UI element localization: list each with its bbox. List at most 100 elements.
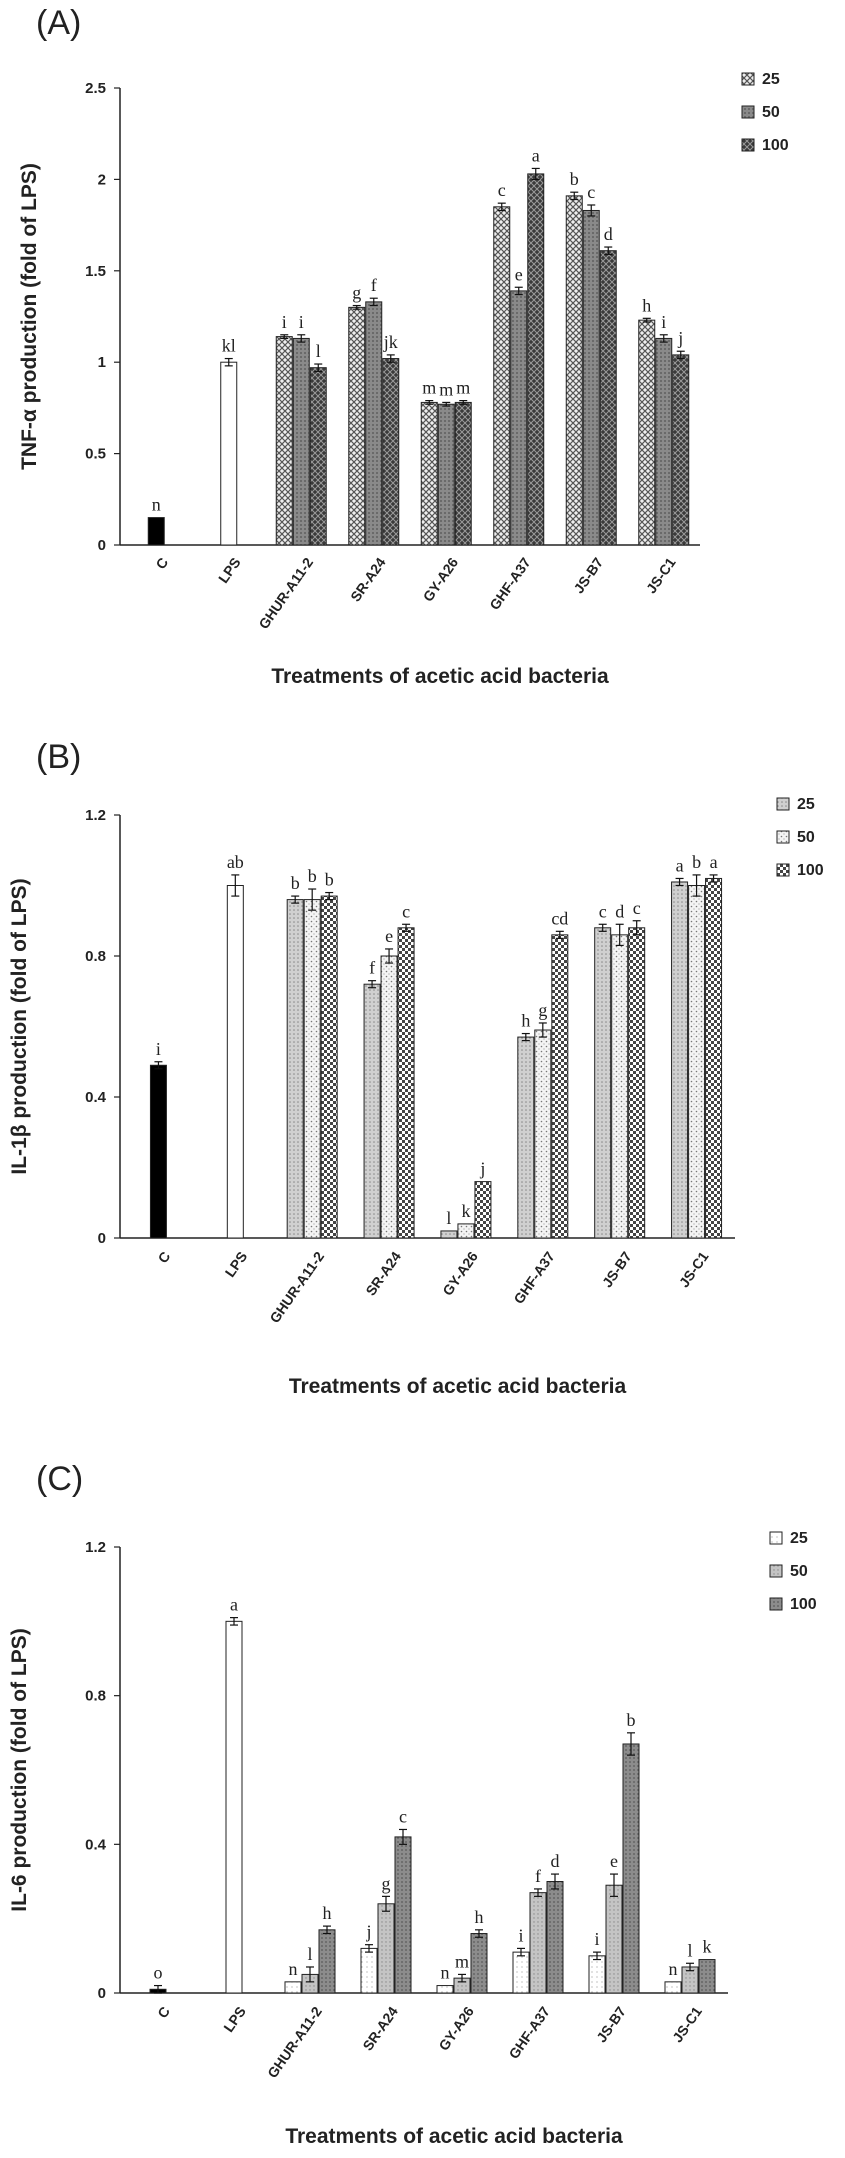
significance-label: e xyxy=(385,926,393,946)
significance-label: l xyxy=(446,1208,451,1228)
legend-label: 100 xyxy=(797,862,824,879)
x-axis-title: Treatments of acetic acid bacteria xyxy=(271,665,609,688)
y-tick-label: 0 xyxy=(98,1985,106,2002)
bar-series-100 xyxy=(698,1959,716,1994)
bar-control xyxy=(225,1620,243,1994)
legend-swatch xyxy=(776,830,790,844)
significance-label: a xyxy=(676,855,684,875)
significance-label: e xyxy=(610,1851,618,1871)
bar-control xyxy=(149,1064,167,1239)
significance-label: i xyxy=(594,1929,599,1949)
bar-series-25 xyxy=(638,319,656,546)
bar-series-50 xyxy=(582,209,600,546)
bar-series-100 xyxy=(454,401,472,546)
significance-label: m xyxy=(422,378,436,398)
significance-label: i xyxy=(661,312,666,332)
significance-label: h xyxy=(642,295,651,315)
category-label: GY-A26 xyxy=(435,2003,477,2053)
bar-series-100 xyxy=(527,173,545,546)
significance-label: c xyxy=(399,1806,407,1826)
category-label: GHF-A37 xyxy=(510,1248,558,1306)
significance-label: n xyxy=(289,1959,298,1979)
bar-series-50 xyxy=(377,1903,395,1994)
significance-label: k xyxy=(461,1201,470,1221)
significance-label: b xyxy=(308,866,317,886)
y-tick-label: 0.4 xyxy=(85,1089,107,1106)
category-label: GHUR-A11-2 xyxy=(266,1248,327,1326)
significance-label: h xyxy=(521,1011,530,1031)
category-label: JS-B7 xyxy=(599,1248,635,1290)
y-tick-label: 0.8 xyxy=(85,1688,106,1705)
bar-series-100 xyxy=(394,1836,412,1994)
significance-label: h xyxy=(475,1907,484,1927)
panel-letter: (A) xyxy=(36,4,81,42)
bar-series-100 xyxy=(474,1181,492,1239)
category-label: GY-A26 xyxy=(439,1248,481,1298)
significance-label: a xyxy=(230,1595,238,1615)
y-tick-label: 0.8 xyxy=(85,948,106,965)
category-label: SR-A24 xyxy=(362,1248,404,1298)
bar-series-50 xyxy=(380,955,398,1239)
legend-label: 100 xyxy=(762,137,789,154)
category-label: GHF-A37 xyxy=(486,554,534,612)
x-axis-title: Treatments of acetic acid bacteria xyxy=(285,2125,623,2148)
significance-label: b xyxy=(570,169,579,189)
chart-panel-0: (A) 0 0.5 1 1.5 2 2.5 TNF-α production (fold of… xyxy=(18,4,789,688)
bar-series-100 xyxy=(628,927,646,1239)
significance-label: g xyxy=(352,283,361,303)
y-axis-title: TNF-α production (fold of LPS) xyxy=(18,163,41,470)
bar-control xyxy=(147,517,165,546)
significance-label: b xyxy=(325,870,334,890)
category-label: GHUR-A11-2 xyxy=(264,2003,325,2081)
category-label: JS-B7 xyxy=(570,554,606,596)
bar-series-100 xyxy=(705,877,723,1239)
bar-series-100 xyxy=(622,1743,640,1994)
bar-series-25 xyxy=(348,306,366,546)
significance-label: k xyxy=(703,1937,712,1957)
significance-label: jk xyxy=(383,332,398,352)
significance-label: i xyxy=(299,312,304,332)
bar-series-25 xyxy=(512,1951,530,1994)
bar-series-50 xyxy=(534,1029,552,1239)
significance-label: j xyxy=(479,1159,485,1179)
significance-label: i xyxy=(156,1039,161,1059)
legend-label: 100 xyxy=(790,1596,817,1613)
y-tick-label: 2.5 xyxy=(85,80,106,97)
significance-label: i xyxy=(518,1925,523,1945)
significance-label: ab xyxy=(227,852,244,872)
significance-label: f xyxy=(535,1866,541,1886)
significance-label: l xyxy=(316,341,321,361)
legend-swatch xyxy=(741,105,755,119)
y-tick-label: 1.2 xyxy=(85,807,106,824)
significance-label: j xyxy=(365,1922,371,1942)
y-tick-label: 2 xyxy=(98,171,106,188)
significance-label: l xyxy=(307,1944,312,1964)
significance-label: g xyxy=(538,1000,547,1020)
y-tick-label: 0.4 xyxy=(85,1836,107,1853)
legend-swatch xyxy=(776,797,790,811)
bar-control xyxy=(226,885,244,1239)
significance-label: b xyxy=(291,873,300,893)
bar-series-50 xyxy=(365,301,383,546)
significance-label: j xyxy=(677,328,683,348)
significance-label: n xyxy=(152,495,161,515)
legend-label: 50 xyxy=(762,104,780,121)
category-label: C xyxy=(154,2004,173,2021)
legend-label: 25 xyxy=(790,1530,808,1547)
significance-label: e xyxy=(515,264,523,284)
bar-series-50 xyxy=(529,1892,547,1994)
bar-series-50 xyxy=(437,403,455,546)
bar-series-50 xyxy=(688,885,706,1239)
bar-series-25 xyxy=(565,195,583,546)
legend-swatch xyxy=(776,863,790,877)
significance-label: o xyxy=(154,1963,163,1983)
bar-series-50 xyxy=(292,337,310,546)
bar-series-100 xyxy=(309,367,327,546)
significance-label: c xyxy=(633,898,641,918)
legend-swatch xyxy=(769,1597,783,1611)
significance-label: b xyxy=(627,1710,636,1730)
category-label: SR-A24 xyxy=(347,554,389,604)
bar-series-25 xyxy=(440,1230,458,1239)
category-label: C xyxy=(155,1249,174,1266)
chart-panel-2: (C) 0 0.4 0.8 1.2 IL-6 production (fold of LP… xyxy=(8,1460,817,2148)
